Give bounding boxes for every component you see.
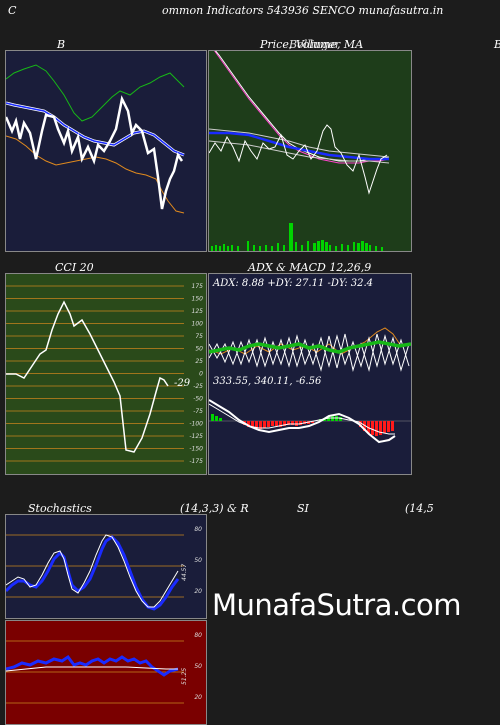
cci-title: CCI 20 <box>55 261 94 274</box>
header-left-letter: C <box>8 4 17 17</box>
stoch-tick: 20 <box>194 588 202 595</box>
cci-tick: 75 <box>195 333 203 340</box>
cci-tick: 50 <box>195 346 203 353</box>
rsi-tick: 20 <box>194 694 202 701</box>
stoch-value-label: 44.57 <box>181 564 188 581</box>
rsi-params: (14,5 <box>405 502 434 515</box>
macd-values: 333.55, 340.11, -6.56 <box>213 376 322 387</box>
cci-tick: -125 <box>189 433 203 440</box>
stochastics-chart: 80 50 20 44.57 <box>6 526 202 611</box>
stoch-tick: 80 <box>194 526 202 533</box>
cci-panel: 175 150 125 100 75 50 25 0 -25 -50 -75 -… <box>5 273 207 475</box>
rsi-tick: 50 <box>194 663 202 670</box>
adx-panel: ADX: 8.88 +DY: 27.11 -DY: 32.4 333.55, 3… <box>208 273 412 475</box>
cci-tick: 150 <box>192 296 204 303</box>
stoch-params: (14,3,3) & R <box>180 502 249 515</box>
price-title-overlap: Bollinger <box>289 38 341 51</box>
stoch-title: Stochastics <box>28 502 92 515</box>
price-title: Price, Volume, MA <box>260 38 364 51</box>
cci-tick: -100 <box>189 421 203 428</box>
cci-tick: -75 <box>193 408 203 415</box>
cci-chart: 175 150 125 100 75 50 25 0 -25 -50 -75 -… <box>6 283 204 465</box>
adx-title: ADX & MACD 12,26,9 <box>248 261 372 274</box>
cci-tick: -150 <box>189 446 203 453</box>
adx-macd-chart: ADX: 8.88 +DY: 27.11 -DY: 32.4 333.55, 3… <box>209 278 411 444</box>
stochastics-panel: 80 50 20 44.57 <box>5 514 207 619</box>
rsi-tick: 80 <box>194 632 202 639</box>
cci-tick: -175 <box>189 458 203 465</box>
cci-tick: 0 <box>199 371 203 378</box>
cci-tick: -25 <box>193 383 203 390</box>
cci-tick: -50 <box>193 396 203 403</box>
bollinger-title: B <box>57 38 66 51</box>
cci-value-label: -29 <box>174 378 191 389</box>
price-panel <box>208 50 412 252</box>
stoch-tick: 50 <box>194 557 202 564</box>
cci-tick: 25 <box>195 358 203 365</box>
cci-tick: 100 <box>192 321 204 328</box>
cci-tick: 175 <box>192 283 204 290</box>
adx-values: ADX: 8.88 +DY: 27.11 -DY: 32.4 <box>212 278 373 289</box>
cci-tick: 125 <box>192 308 204 315</box>
page-title: ommon Indicators 543936 SENCO munafasutr… <box>162 4 444 17</box>
price-title-cut: B <box>494 38 500 51</box>
rsi-chart: 80 50 20 51.25 <box>6 632 202 704</box>
rsi-value-label: 51.25 <box>181 668 188 685</box>
bollinger-chart <box>6 64 185 214</box>
rsi-title: SI <box>297 502 309 515</box>
price-chart <box>209 51 390 251</box>
watermark: MunafaSutra.com <box>212 588 462 622</box>
rsi-panel: 80 50 20 51.25 <box>5 620 207 725</box>
bollinger-panel <box>5 50 207 252</box>
